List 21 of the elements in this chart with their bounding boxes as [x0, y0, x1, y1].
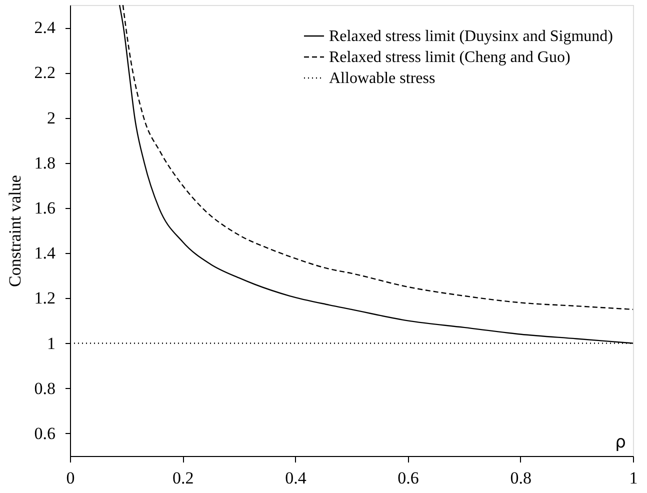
y-tick-label: 2: [47, 108, 56, 128]
legend-label: Relaxed stress limit (Cheng and Guo): [329, 49, 570, 66]
y-tick-label: 2.2: [34, 63, 56, 82]
x-tick-label: 0: [66, 468, 75, 488]
x-tick-label: 0.6: [398, 468, 419, 488]
x-tick-label: 1: [629, 468, 638, 488]
y-tick-label: 1.2: [34, 288, 56, 308]
y-tick-label: 1.8: [34, 153, 56, 172]
y-tick-label: 1.4: [34, 244, 56, 263]
y-axis-title: Constraint value: [5, 175, 24, 287]
x-axis-title: ρ: [615, 432, 626, 452]
y-tick-label: 1.6: [34, 198, 56, 218]
legend-label: Relaxed stress limit (Duysinx and Sigmund): [329, 28, 613, 45]
x-tick-label: 0.8: [510, 468, 532, 488]
y-tick-label: 2.4: [34, 18, 56, 38]
legend-label: Allowable stress: [329, 70, 436, 87]
y-tick-label: 0.6: [34, 424, 56, 443]
y-tick-label: 1: [47, 334, 56, 353]
x-tick-label: 0.2: [172, 468, 194, 488]
x-tick-label: 0.4: [285, 468, 307, 488]
y-tick-label: 0.8: [34, 378, 56, 398]
